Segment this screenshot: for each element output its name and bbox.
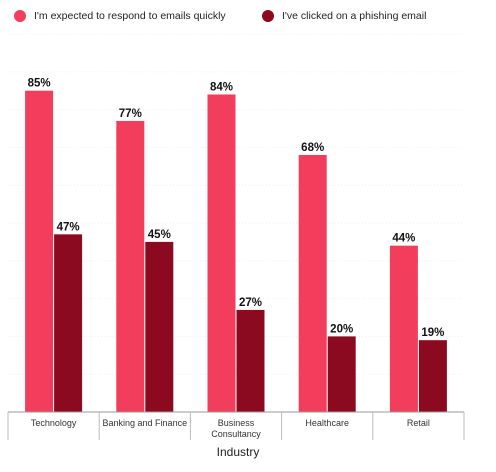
legend-item-phishing: I've clicked on a phishing email: [262, 10, 426, 22]
data-label: 44%: [392, 233, 415, 245]
legend-swatch-respond-quickly: [14, 10, 26, 22]
x-tick-label: Banking and Finance: [103, 418, 188, 428]
x-axis-title: Industry: [217, 445, 260, 459]
data-label: 84%: [210, 81, 233, 93]
legend: I'm expected to respond to emails quickl…: [0, 10, 496, 28]
bar: [389, 245, 418, 412]
data-label: 85%: [28, 78, 51, 90]
data-label: 19%: [421, 327, 444, 339]
bar: [207, 94, 236, 412]
x-tick-label: Business: [218, 418, 255, 428]
x-tick-label: Technology: [31, 418, 77, 428]
bar: [54, 234, 83, 412]
bar: [327, 336, 356, 412]
data-label: 27%: [239, 297, 262, 309]
bar: [145, 241, 174, 412]
data-labels: 85% 47% 77% 45% 84% 27% 68% 20% 44% 19%: [28, 78, 445, 339]
bar: [236, 309, 265, 412]
x-axis-ticks: Technology Banking and Finance BusinessCon…: [31, 418, 430, 439]
bar: [418, 340, 447, 412]
legend-item-respond-quickly: I'm expected to respond to emails quickl…: [14, 10, 226, 22]
data-label: 20%: [330, 323, 353, 335]
legend-swatch-phishing: [262, 10, 274, 22]
x-tick-label: Consultancy: [211, 429, 261, 439]
legend-label-respond-quickly: I'm expected to respond to emails quickl…: [34, 10, 226, 22]
data-label: 47%: [57, 221, 80, 233]
data-label: 77%: [119, 108, 142, 120]
bar: [116, 120, 145, 412]
gridlines: [8, 33, 464, 375]
bar: [298, 154, 327, 412]
x-axis: [7, 411, 465, 440]
x-tick-label: Retail: [407, 418, 430, 428]
x-tick-label: Healthcare: [305, 418, 349, 428]
bars: [25, 90, 447, 412]
legend-label-phishing: I've clicked on a phishing email: [282, 10, 427, 22]
data-label: 45%: [148, 229, 171, 241]
data-label: 68%: [301, 142, 324, 154]
bar: [25, 90, 54, 412]
